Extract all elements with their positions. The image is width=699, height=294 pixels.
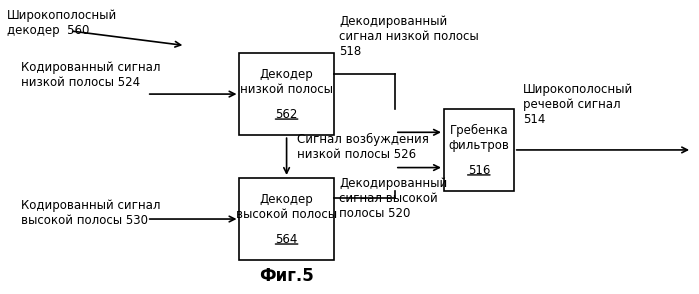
Bar bbox=[239, 178, 334, 260]
Text: Кодированный сигнал
высокой полосы 530: Кодированный сигнал высокой полосы 530 bbox=[21, 199, 161, 227]
Text: 516: 516 bbox=[468, 164, 490, 177]
Text: Сигнал возбуждения
низкой полосы 526: Сигнал возбуждения низкой полосы 526 bbox=[297, 133, 429, 161]
Text: 562: 562 bbox=[275, 108, 298, 121]
Text: Широкополосный
речевой сигнал
514: Широкополосный речевой сигнал 514 bbox=[523, 83, 633, 126]
Text: Фиг.5: Фиг.5 bbox=[259, 267, 314, 285]
Text: Декодированный
сигнал низкой полосы
518: Декодированный сигнал низкой полосы 518 bbox=[339, 15, 479, 58]
Text: Кодированный сигнал
низкой полосы 524: Кодированный сигнал низкой полосы 524 bbox=[21, 61, 161, 89]
Bar bbox=[239, 53, 334, 135]
Text: Декодер
высокой полосы: Декодер высокой полосы bbox=[236, 193, 337, 221]
Text: Декодер
низкой полосы: Декодер низкой полосы bbox=[240, 68, 333, 96]
Text: Гребенка
фильтров: Гребенка фильтров bbox=[448, 124, 510, 152]
Text: 564: 564 bbox=[275, 233, 298, 246]
Text: Широкополосный
декодер  560: Широкополосный декодер 560 bbox=[7, 9, 117, 37]
Bar bbox=[444, 109, 514, 191]
Text: Декодированный
сигнал высокой
полосы 520: Декодированный сигнал высокой полосы 520 bbox=[339, 177, 447, 220]
